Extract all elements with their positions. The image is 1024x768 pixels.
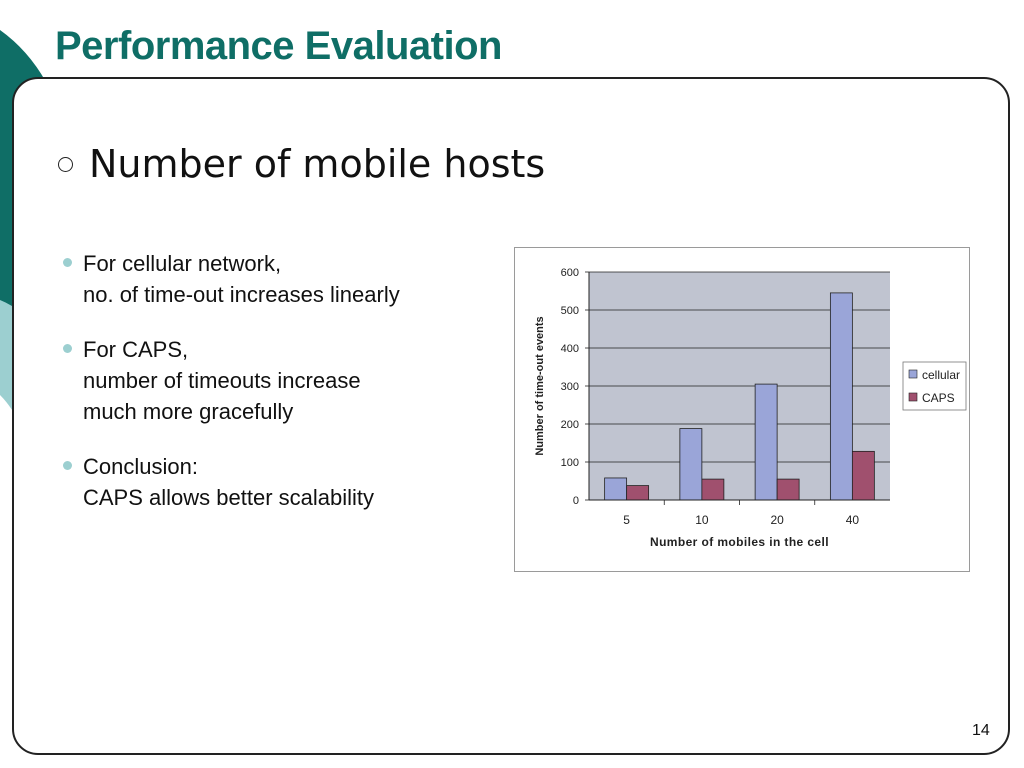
x-tick-label: 20 [770,513,784,527]
bar-caps [776,478,800,501]
legend-swatch-cellular [908,369,918,379]
bullet-item: For CAPS, number of timeouts increase mu… [63,334,493,427]
bullet-item: For cellular network, no. of time-out in… [63,248,493,310]
bullet-dot-icon [63,258,72,267]
y-tick-label: 100 [561,457,579,469]
bullet-line: much more gracefully [83,399,294,424]
bullet-line: For CAPS, [83,337,189,362]
bar-cellular [754,383,778,501]
bullet-text: Conclusion: CAPS allows better scalabili… [83,451,374,513]
bar-cellular [604,477,628,501]
y-tick-label: 600 [561,267,579,279]
bar-chart: 0 100 200 300 400 500 600 5 10 20 40 Number of mobi… [534,267,967,549]
bullet-line: number of timeouts increase [83,368,361,393]
x-tick-label: 40 [846,513,860,527]
bullet-dot-icon [63,344,72,353]
page-number: 14 [972,722,990,739]
bullet-list: For cellular network, no. of time-out in… [63,248,493,537]
bar-caps [626,485,650,501]
bullet-line: no. of time-out increases linearly [83,282,400,307]
bar-caps [701,478,725,501]
bullet-line: For cellular network, [83,251,282,276]
y-tick-label: 0 [573,495,579,507]
bullet-line: Conclusion: [83,454,198,479]
legend-swatch-caps [908,392,918,402]
bullet-text: For CAPS, number of timeouts increase mu… [83,334,361,427]
bar-caps [851,450,875,501]
bullet-dot-icon [63,461,72,470]
bullet-text: For cellular network, no. of time-out in… [83,248,400,310]
y-tick-label: 500 [561,305,579,317]
x-tick-label: 5 [623,513,630,527]
circle-bullet-icon [58,156,73,172]
y-tick-label: 200 [561,419,579,431]
subtitle-row: Number of mobile hosts [58,142,545,186]
bullet-line: CAPS allows better scalability [83,485,375,510]
y-tick-label: 400 [561,343,579,355]
bullet-item: Conclusion: CAPS allows better scalabili… [63,451,493,513]
x-axis-label: Number of mobiles in the cell [650,535,829,549]
bar-cellular [829,292,853,501]
slide-subtitle: Number of mobile hosts [89,142,546,186]
legend-label: CAPS [922,391,955,405]
bar-cellular [679,428,703,501]
y-tick-label: 300 [561,381,579,393]
x-tick-label: 10 [695,513,709,527]
page-title: Performance Evaluation [55,24,502,68]
chart-container: 0 100 200 300 400 500 600 5 10 20 40 Number of mobi… [514,247,970,572]
y-axis-label: Number of time-out events [534,316,546,455]
legend-label: cellular [922,368,960,382]
